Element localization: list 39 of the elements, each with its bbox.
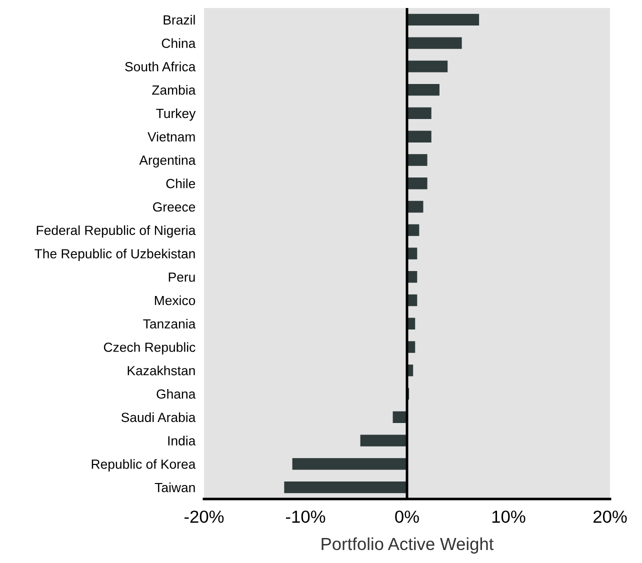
bar (407, 130, 432, 142)
y-tick-label: Ghana (156, 389, 196, 399)
y-tick-label: Mexico (154, 295, 196, 306)
y-tick-label: India (168, 436, 196, 446)
bar (407, 37, 462, 49)
y-tick-label: Saudi Arabia (121, 412, 196, 422)
y-tick-label: Republic of Korea (92, 459, 196, 472)
y-tick-label: South Africa (125, 62, 196, 72)
y-tick-label: Zambia (152, 85, 196, 95)
bar (407, 107, 432, 120)
bar (284, 481, 407, 494)
bar (407, 14, 480, 26)
bar (407, 60, 448, 72)
y-tick-label: Chile (166, 178, 196, 188)
bar (360, 434, 407, 446)
x-axis-title: Portfolio Active Weight (322, 537, 494, 554)
y-tick-label: Vietnam (148, 132, 195, 142)
y-tick-label: Czech Republic (104, 342, 196, 355)
bar (292, 458, 407, 470)
y-tick-label: Taiwan (154, 482, 195, 492)
y-tick-label: The Republic of Uzbekistan (34, 248, 195, 262)
y-tick-label: Federal Republic of Nigeria (36, 225, 196, 238)
y-tick-label: Brazil (164, 14, 195, 25)
y-tick-label: Kazakhstan (128, 366, 195, 376)
y-tick-label: Tanzania (143, 318, 196, 329)
bar (407, 154, 428, 166)
bar (407, 84, 440, 96)
bar (392, 411, 407, 424)
x-tick-label: 10% (492, 510, 526, 523)
x-tick-label: 20% (594, 510, 627, 523)
y-tick-label: Argentina (139, 155, 196, 168)
y-tick-label: Peru (168, 272, 195, 282)
bar (407, 178, 428, 190)
x-tick-label: 0% (395, 510, 419, 523)
y-tick-label: China (162, 38, 196, 48)
y-tick-label: Greece (153, 202, 196, 212)
y-tick-label: Turkey (156, 108, 196, 121)
x-tick-label: -20% (184, 510, 224, 523)
x-tick-label: -10% (286, 510, 326, 523)
